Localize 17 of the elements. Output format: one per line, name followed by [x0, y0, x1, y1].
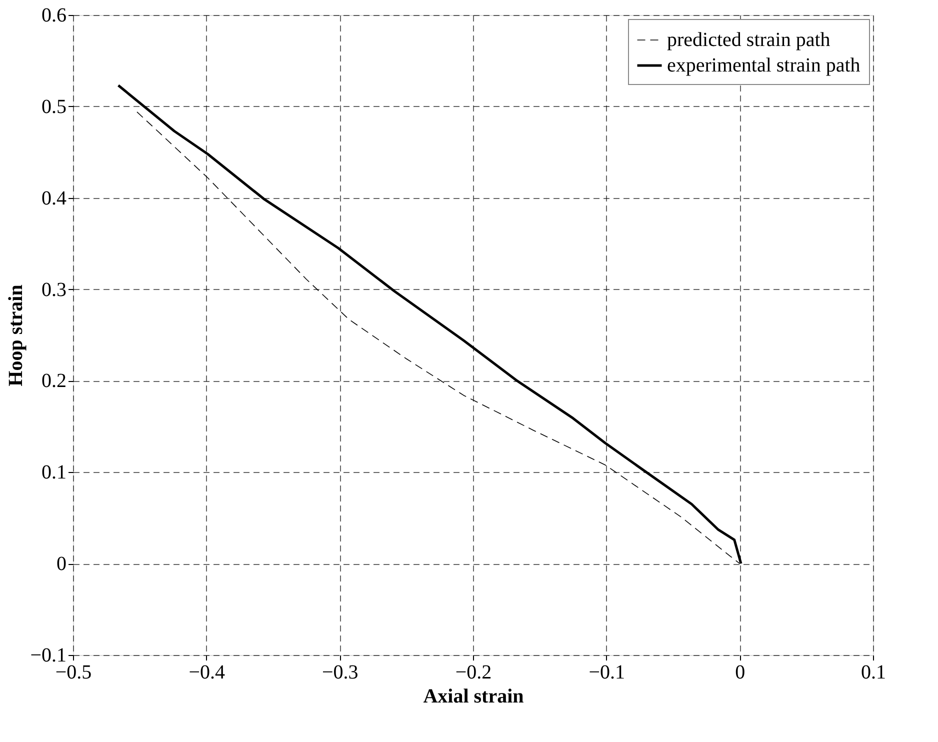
- y-tick-label: 0.3: [42, 278, 66, 301]
- x-tick-label: −0.3: [322, 662, 358, 684]
- x-tick-label: −0.2: [455, 662, 492, 684]
- y-tick-label: 0.4: [42, 187, 66, 210]
- y-axis-title: Hoop strain: [5, 284, 28, 386]
- x-tick-label: 0: [735, 662, 746, 684]
- y-tick-label: 0.1: [42, 462, 66, 484]
- x-tick-label: 0.1: [861, 662, 886, 684]
- y-tick-label: 0.6: [42, 4, 66, 26]
- x-tick-label: −0.4: [188, 662, 225, 684]
- y-tick-label: 0.5: [42, 96, 66, 118]
- legend-label: predicted strain path: [667, 29, 830, 51]
- legend-label: experimental strain path: [667, 54, 860, 76]
- y-tick-label: 0.2: [42, 370, 66, 392]
- x-axis-title: Axial strain: [423, 686, 524, 708]
- x-tick-label: −0.1: [588, 662, 625, 684]
- y-tick-label: 0: [56, 553, 66, 576]
